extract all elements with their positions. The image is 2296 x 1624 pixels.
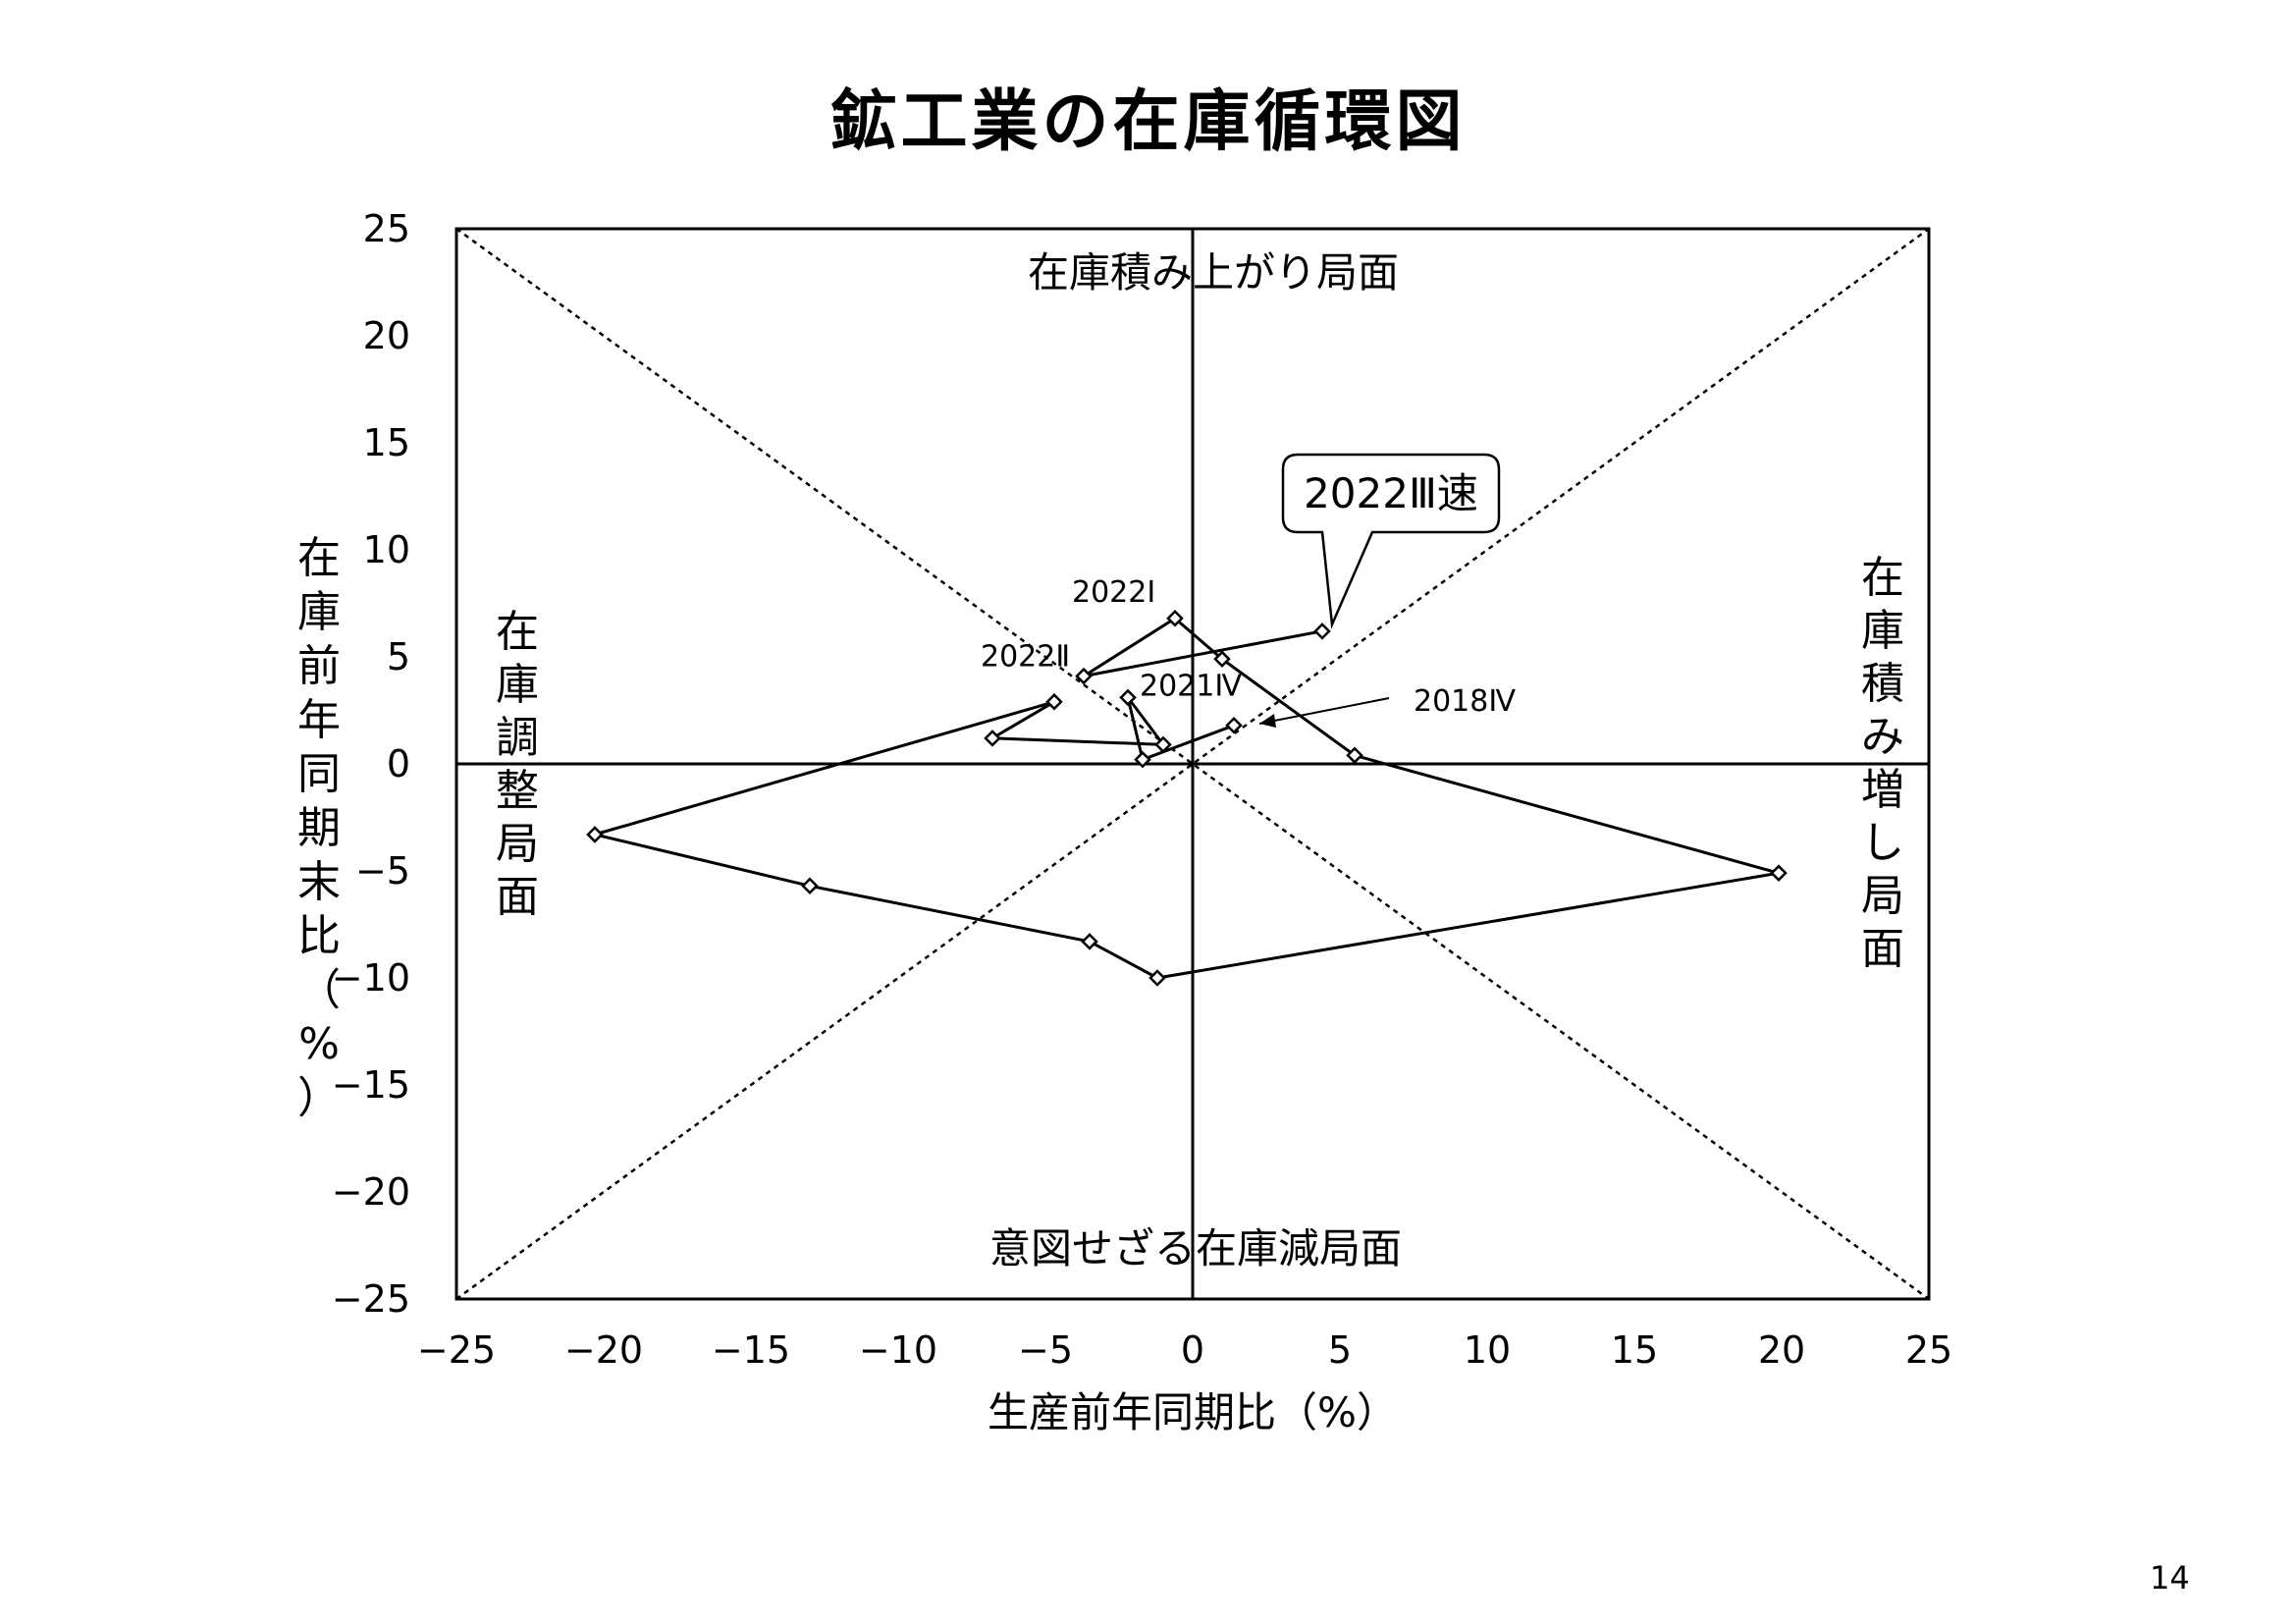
- vertical-glyph: 面: [1861, 924, 1904, 974]
- y-tick-label: 10: [363, 528, 410, 571]
- vertical-glyph: 年: [297, 695, 341, 745]
- vertical-glyph: （: [297, 965, 341, 1015]
- y-tick-label: −15: [332, 1063, 410, 1107]
- y-axis-title: 在庫前年同期末比（%）: [297, 533, 341, 1123]
- x-tick-label: −25: [417, 1328, 496, 1372]
- vertical-glyph: 庫: [1861, 606, 1904, 656]
- data-point: [1119, 688, 1137, 707]
- y-tick-label: 20: [363, 314, 410, 357]
- data-point: [1134, 750, 1151, 769]
- page-number: 14: [2150, 1559, 2190, 1597]
- data-point: [1770, 864, 1788, 882]
- vertical-glyph: 増: [1861, 765, 1904, 815]
- data-point: [1154, 735, 1172, 754]
- callout-box: [1281, 453, 1501, 629]
- y-tick-label: −20: [332, 1170, 410, 1214]
- x-tick-label: −15: [712, 1328, 790, 1372]
- data-point: [1346, 746, 1363, 765]
- y-tick-label: 5: [387, 635, 410, 678]
- quadrant-label-bottom: 意図せざる在庫減局面: [989, 1224, 1402, 1272]
- x-tick-label: −10: [859, 1328, 937, 1372]
- data-point: [1213, 650, 1231, 668]
- vertical-glyph: 整: [496, 766, 539, 816]
- data-point: [586, 826, 604, 843]
- vertical-glyph: 面: [496, 872, 539, 922]
- vertical-glyph: 局: [496, 819, 539, 869]
- y-tick-label: −10: [332, 956, 410, 1000]
- vertical-glyph: 調: [496, 713, 539, 763]
- data-point: [1313, 623, 1331, 640]
- vertical-glyph: %: [298, 1019, 340, 1069]
- x-tick-label: 10: [1464, 1328, 1511, 1372]
- quadrant-label-top: 在庫積み上がり局面: [1028, 248, 1399, 297]
- x-tick-label: 25: [1905, 1328, 1952, 1372]
- vertical-glyph: 庫: [297, 587, 341, 637]
- data-point: [1148, 969, 1166, 987]
- x-tick-label: 5: [1328, 1328, 1352, 1372]
- point-annotation: 2022Ⅰ: [1072, 575, 1155, 610]
- series-markers: [586, 609, 1788, 987]
- y-tick-label: 15: [363, 421, 410, 464]
- y-tick-labels: 25 20 15 10 5 0 −5 −10 −15 −20 −25: [332, 207, 410, 1321]
- vertical-glyph: み: [1861, 712, 1904, 762]
- vertical-glyph: 期: [297, 803, 341, 853]
- y-tick-label: 0: [387, 742, 410, 785]
- data-point: [1225, 716, 1243, 734]
- callout-label: 2022Ⅲ速: [1304, 469, 1478, 517]
- vertical-glyph: 局: [1861, 871, 1904, 921]
- series-line: [589, 616, 1780, 980]
- vertical-glyph: 前: [297, 641, 341, 691]
- annotation-arrow-2018iv: [1258, 697, 1390, 725]
- data-point: [1045, 693, 1063, 711]
- point-annotation: 2021Ⅳ: [1140, 669, 1242, 703]
- y-tick-label: −5: [355, 849, 410, 893]
- y-tick-label: −25: [332, 1277, 410, 1321]
- data-point: [801, 877, 819, 895]
- vertical-glyph: 庫: [496, 660, 539, 710]
- vertical-glyph: 末: [297, 857, 341, 907]
- annotation-arrowhead-2018iv: [1259, 714, 1276, 728]
- point-annotation: 2022Ⅱ: [981, 640, 1070, 675]
- data-point: [1081, 933, 1098, 950]
- quadrant-label-right: 在庫積み増し局面: [1861, 553, 1904, 974]
- page-title: 鉱工業の在庫循環図: [829, 83, 1467, 161]
- quadrant-label-left: 在庫調整局面: [496, 607, 539, 922]
- point-annotation: 2018Ⅳ: [1414, 684, 1516, 719]
- data-point: [984, 730, 1001, 747]
- y-tick-label: 25: [363, 207, 410, 250]
- vertical-glyph: ）: [297, 1073, 341, 1123]
- x-tick-label: 15: [1611, 1328, 1658, 1372]
- x-tick-label: −5: [1018, 1328, 1073, 1372]
- x-tick-label: 20: [1758, 1328, 1805, 1372]
- vertical-glyph: 在: [297, 533, 341, 583]
- vertical-glyph: 積: [1861, 659, 1904, 709]
- x-axis-title: 生産前年同期比（%）: [988, 1388, 1398, 1436]
- data-point: [1166, 609, 1184, 627]
- vertical-glyph: 同: [297, 749, 341, 799]
- vertical-glyph: 比: [297, 911, 341, 961]
- vertical-glyph: 在: [1861, 553, 1904, 603]
- data-point: [1075, 667, 1093, 685]
- x-tick-labels: −25 −20 −15 −10 −5 0 5 10 15 20 25: [417, 1328, 1952, 1372]
- x-tick-label: −20: [564, 1328, 643, 1372]
- x-tick-label: 0: [1181, 1328, 1204, 1372]
- vertical-glyph: 在: [496, 607, 539, 657]
- vertical-glyph: し: [1861, 818, 1904, 868]
